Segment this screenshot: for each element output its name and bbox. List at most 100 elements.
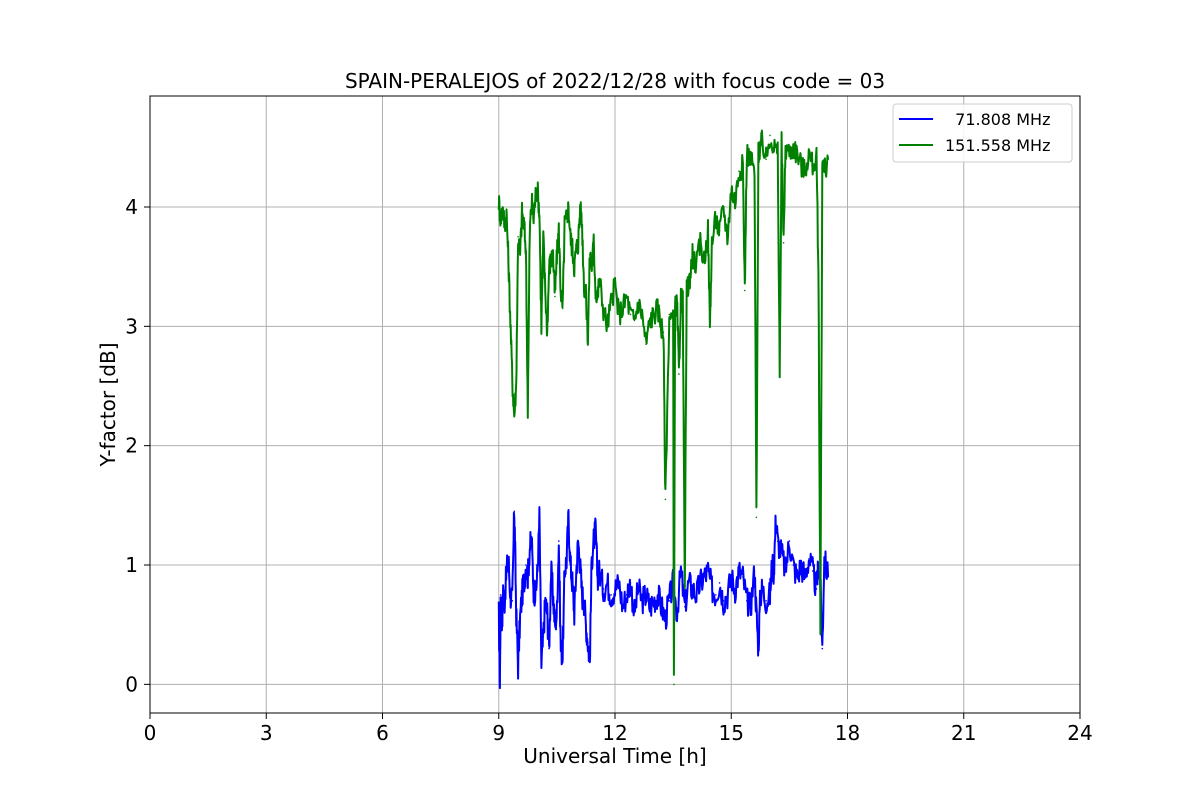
data-point <box>573 265 576 268</box>
data-point <box>784 570 787 572</box>
data-point <box>680 570 682 572</box>
data-point <box>519 617 521 620</box>
data-point <box>538 212 541 214</box>
data-point <box>815 588 818 590</box>
data-point <box>558 230 560 232</box>
data-point <box>769 134 771 137</box>
data-point <box>656 594 659 596</box>
data-point <box>499 683 501 686</box>
data-point <box>757 647 760 650</box>
data-point <box>507 558 510 560</box>
data-point <box>691 588 694 590</box>
data-point <box>811 570 814 572</box>
y-tick-label: 4 <box>125 195 138 219</box>
data-point <box>707 230 709 232</box>
data-point <box>800 164 802 166</box>
data-point <box>592 242 595 244</box>
data-point <box>606 582 609 584</box>
data-point <box>517 665 519 668</box>
data-point <box>765 158 767 161</box>
data-point <box>610 594 612 596</box>
data-point <box>552 253 554 256</box>
data-point <box>629 313 632 316</box>
data-point <box>742 164 744 166</box>
data-point <box>614 588 616 590</box>
data-point <box>542 236 545 238</box>
data-point <box>540 665 543 668</box>
data-point <box>503 600 506 602</box>
data-point <box>776 540 779 542</box>
data-point <box>587 337 589 340</box>
data-point <box>610 301 612 304</box>
data-point <box>775 516 777 519</box>
data-point <box>515 385 517 387</box>
data-point <box>583 283 585 286</box>
data-point <box>579 206 581 208</box>
data-point <box>596 576 599 578</box>
data-point <box>614 283 616 286</box>
data-point <box>815 158 818 161</box>
data-point <box>817 271 820 274</box>
data-point <box>668 600 671 602</box>
data-point <box>606 325 609 328</box>
data-point <box>649 319 651 322</box>
data-point <box>542 635 545 638</box>
data-point <box>711 242 713 244</box>
data-point <box>664 498 667 501</box>
data-point <box>546 612 548 614</box>
data-point <box>554 623 556 626</box>
data-point <box>591 558 593 560</box>
data-point <box>505 570 508 572</box>
data-point <box>569 564 572 566</box>
data-point <box>699 582 702 584</box>
x-tick-label: 24 <box>1067 721 1092 745</box>
data-point <box>511 379 514 381</box>
data-point <box>792 564 795 566</box>
data-point <box>633 319 636 322</box>
data-point <box>575 570 578 572</box>
legend-box <box>892 103 1073 163</box>
series-2 <box>497 129 830 686</box>
data-point <box>691 253 694 256</box>
data-point <box>653 600 655 602</box>
data-point <box>514 540 516 542</box>
data-point <box>534 594 537 596</box>
data-point <box>811 164 814 166</box>
data-point <box>594 528 597 530</box>
data-point <box>567 206 570 208</box>
data-point <box>499 594 502 596</box>
data-point <box>726 594 729 596</box>
data-point <box>592 540 595 542</box>
data-point <box>567 516 570 519</box>
data-point <box>730 188 733 190</box>
data-point <box>788 152 791 155</box>
grid <box>149 96 1081 713</box>
data-point <box>715 218 717 220</box>
data-point <box>502 588 505 590</box>
data-point <box>827 158 829 161</box>
data-point <box>505 212 508 214</box>
data-point <box>558 540 560 542</box>
data-point <box>804 170 806 172</box>
data-point <box>525 248 527 250</box>
data-point <box>540 325 543 328</box>
data-point <box>591 265 593 268</box>
data-point <box>625 594 628 596</box>
x-tick-label: 6 <box>376 721 389 745</box>
data-point <box>571 582 574 584</box>
data-point <box>773 570 775 572</box>
data-point <box>746 152 748 155</box>
data-point <box>618 313 620 316</box>
data-point <box>755 612 758 614</box>
data-point <box>817 564 820 566</box>
data-point <box>804 576 806 578</box>
data-point <box>548 647 550 650</box>
y-tick-label: 0 <box>125 672 138 696</box>
data-point <box>678 373 680 375</box>
data-point <box>529 230 531 232</box>
data-point <box>682 301 684 304</box>
data-point <box>546 331 548 334</box>
data-point <box>715 594 717 596</box>
series-1 <box>497 506 830 690</box>
data-point <box>673 683 675 686</box>
